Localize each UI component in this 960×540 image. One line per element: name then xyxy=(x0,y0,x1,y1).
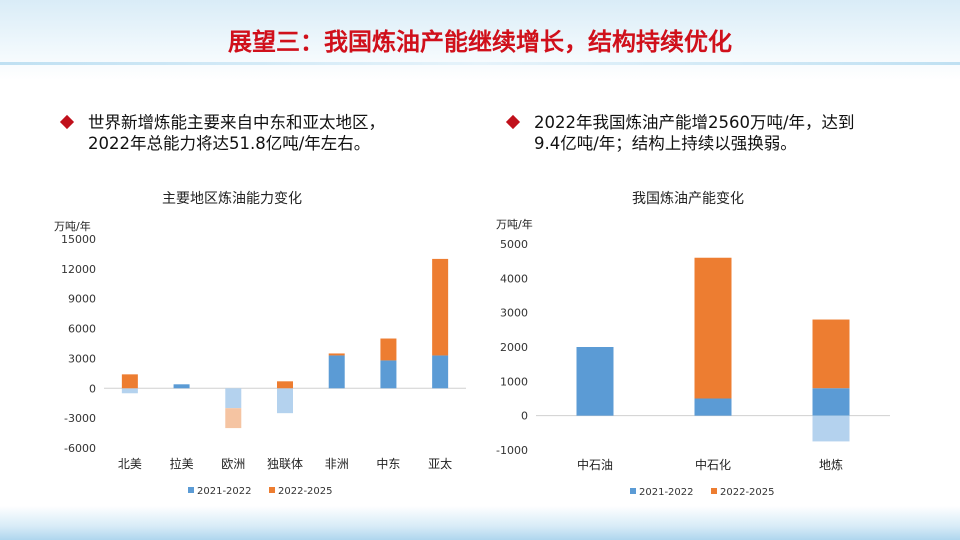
bar-2021-2022 xyxy=(694,398,732,416)
bar-2022-2025 xyxy=(277,381,293,389)
bullet-text: 9.4亿吨/年；结构上持续以强换弱。 xyxy=(534,134,797,153)
y-tick-label: 12000 xyxy=(61,263,96,276)
bullet-text: 2022年总能力将达51.8亿吨/年左右。 xyxy=(88,134,371,153)
diamond-bullet-icon xyxy=(505,114,521,130)
bar-2021-2022 xyxy=(380,360,397,389)
y-tick-label: 1000 xyxy=(500,375,528,388)
y-tick-label: 6000 xyxy=(68,323,96,336)
y-tick-label: 5000 xyxy=(500,238,528,251)
legend-label: 2022-2025 xyxy=(278,486,333,497)
slide-title: 展望三：我国炼油产能继续增长，结构持续优化 xyxy=(228,28,732,56)
footer-banner xyxy=(0,506,960,540)
y-tick-label: 0 xyxy=(521,410,528,423)
category-label: 非洲 xyxy=(325,457,349,471)
y-tick-label: 0 xyxy=(89,382,96,395)
legend-swatch xyxy=(269,487,275,493)
y-tick-label: 15000 xyxy=(61,233,96,246)
y-axis-unit: 万吨/年 xyxy=(54,219,91,233)
bar-2021-2022 xyxy=(812,415,850,442)
bullet-text: 世界新增炼能主要来自中东和亚太地区， xyxy=(88,113,385,132)
y-tick-label: 3000 xyxy=(500,307,528,320)
bullet-text: 2022年我国炼油产能增2560万吨/年，达到 xyxy=(534,113,855,132)
y-tick-label: 3000 xyxy=(68,352,96,365)
bar-2021-2022 xyxy=(121,388,138,394)
legend-label: 2021-2022 xyxy=(197,486,252,497)
category-label: 地炼 xyxy=(819,457,843,472)
bullet-right: 2022年我国炼油产能增2560万吨/年，达到 9.4亿吨/年；结构上持续以强换… xyxy=(505,112,855,154)
bar-2022-2025 xyxy=(432,258,449,356)
bar-2021-2022 xyxy=(812,388,850,416)
category-label: 中东 xyxy=(376,456,400,471)
legend-swatch xyxy=(711,488,717,494)
bar-2022-2025 xyxy=(121,374,138,389)
chart-title-right: 我国炼油产能变化 xyxy=(632,191,744,207)
legend-label: 2022-2025 xyxy=(720,487,775,498)
bar-2021-2022 xyxy=(277,388,293,414)
bar-2021-2022 xyxy=(225,388,242,409)
bar-2021-2022 xyxy=(576,347,614,416)
category-label: 独联体 xyxy=(267,457,303,471)
header-banner xyxy=(0,0,960,80)
bar-2022-2025 xyxy=(694,257,732,399)
y-tick-label: 2000 xyxy=(500,341,528,354)
bar-2021-2022 xyxy=(173,384,190,389)
y-tick-label: -3000 xyxy=(64,412,96,425)
bar-2022-2025 xyxy=(380,338,397,361)
diamond-bullet-icon xyxy=(59,114,75,130)
y-tick-label: 9000 xyxy=(68,293,96,306)
bar-2022-2025 xyxy=(225,408,242,429)
y-tick-label: -1000 xyxy=(496,444,528,457)
chart-title-left: 主要地区炼油能力变化 xyxy=(162,191,302,207)
bar-2022-2025 xyxy=(812,319,850,389)
bullet-left: 世界新增炼能主要来自中东和亚太地区， 2022年总能力将达51.8亿吨/年左右。 xyxy=(59,112,385,154)
bar-2022-2025 xyxy=(328,353,345,356)
y-tick-label: 4000 xyxy=(500,272,528,285)
category-label: 亚太 xyxy=(428,456,452,471)
y-axis-unit: 万吨/年 xyxy=(496,217,533,231)
chart-china: 万吨/年 -1000 0 1000 2000 3000 4000 5000 中石油 中石化 地炼 20… xyxy=(496,217,890,498)
category-label: 欧洲 xyxy=(221,457,245,471)
legend-swatch xyxy=(630,488,636,494)
bar-2021-2022 xyxy=(328,355,345,389)
bar-2021-2022 xyxy=(432,355,449,389)
category-label: 中石油 xyxy=(577,457,613,472)
legend-swatch xyxy=(188,487,194,493)
category-label: 中石化 xyxy=(695,457,731,472)
y-tick-label: -6000 xyxy=(64,442,96,455)
chart-regional: 万吨/年 -6000 -3000 0 3000 6000 9000 12000 15000 北美 拉… xyxy=(54,219,466,497)
legend-label: 2021-2022 xyxy=(639,487,694,498)
category-label: 拉美 xyxy=(170,456,194,471)
category-label: 北美 xyxy=(118,457,142,471)
